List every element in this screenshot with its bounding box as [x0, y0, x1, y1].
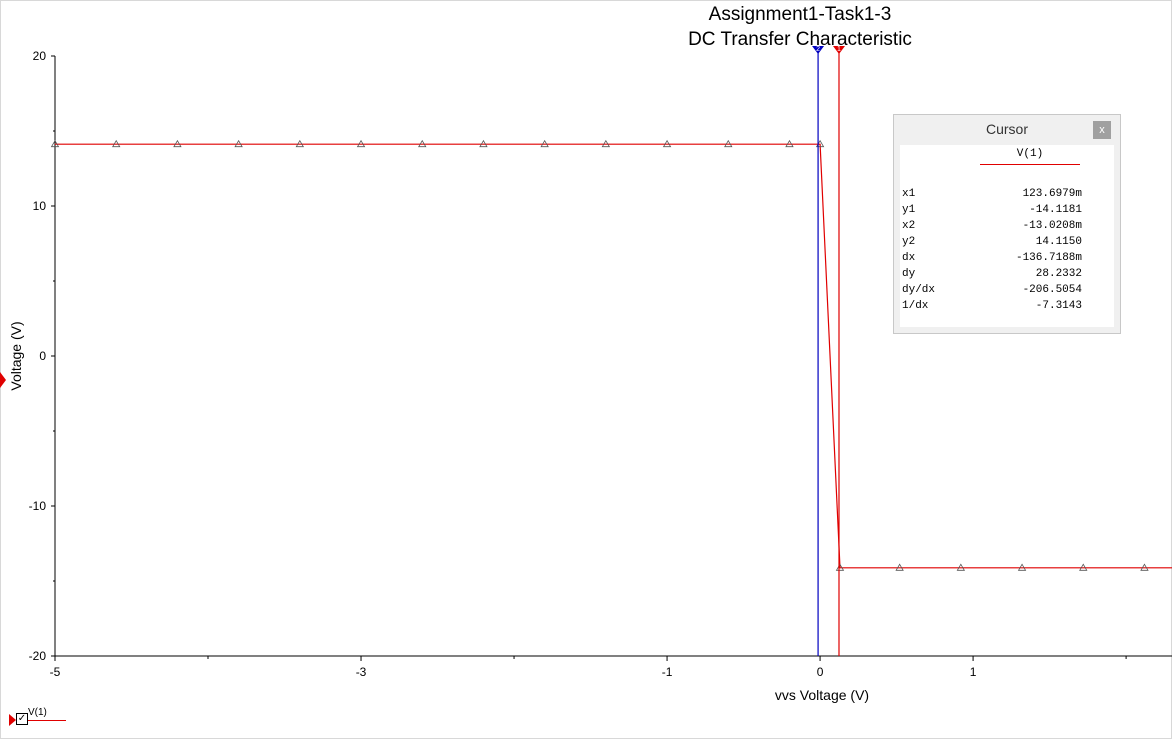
cursor-row-key: dy/dx: [902, 284, 936, 296]
y-tick-label: 20: [33, 49, 47, 63]
cursor-handle-label: 1: [837, 46, 841, 53]
cursor-row-key: 1/dx: [902, 300, 929, 312]
data-point-marker: [1079, 563, 1088, 571]
data-point-marker: [50, 139, 60, 148]
data-point-marker: [173, 139, 182, 148]
data-point-marker: [1140, 563, 1149, 571]
chart-title: Assignment1-Task1-3: [708, 4, 892, 25]
cursor-row-key: x1: [902, 188, 916, 200]
cursor-row-key: y1: [902, 204, 916, 216]
cursor-panel[interactable]: Cursor x V(1) x1 123.6979m y1 -14.1181 x2 -…: [893, 114, 1121, 334]
cursor-row: dy 28.2332: [902, 266, 1082, 282]
cursor-handle-1: [832, 46, 845, 54]
close-icon[interactable]: x: [1093, 121, 1111, 139]
cursor-row-value: -136.7188m: [1015, 252, 1082, 264]
cursor-row: y2 14.1150: [902, 234, 1082, 250]
y-tick-label: -20: [29, 649, 47, 663]
data-point-marker: [295, 139, 305, 148]
data-point-marker: [479, 139, 488, 148]
cursor-handle-2: [812, 46, 825, 54]
y-axis-label: Voltage (V): [8, 321, 24, 390]
data-point-marker: [356, 139, 366, 148]
x-tick-label: 0: [817, 665, 824, 679]
cursor-row-key: y2: [902, 236, 916, 248]
cursor-row: y1 -14.1181: [902, 202, 1082, 218]
cursor-row-key: dy: [902, 268, 916, 280]
cursor-row-value: -13.0208m: [1022, 220, 1082, 232]
cursor-readout-table: x1 123.6979m y1 -14.1181 x2 -13.0208m y2 14.…: [902, 186, 1082, 314]
x-tick-label: -3: [356, 665, 367, 679]
cursor-panel-body: V(1) x1 123.6979m y1 -14.1181 x2 -13.0208m …: [900, 145, 1114, 327]
cursor-row: x2 -13.0208m: [902, 218, 1082, 234]
chart-subtitle: DC Transfer Characteristic: [688, 29, 912, 50]
data-point-marker: [112, 139, 121, 148]
data-point-marker: [234, 139, 243, 148]
cursor-row: x1 123.6979m: [902, 186, 1082, 202]
data-point-marker: [540, 139, 549, 148]
data-point-marker: [662, 139, 672, 148]
y-tick-label: 10: [33, 199, 47, 213]
cursor-series-swatch: [980, 164, 1080, 165]
legend-marker-icon: [9, 714, 16, 726]
cursor-row: dx -136.7188m: [902, 250, 1082, 266]
legend-checkbox[interactable]: ✓: [16, 713, 28, 725]
cursor-row-value: 14.1150: [1035, 236, 1082, 248]
legend: ✓ V(1): [9, 707, 89, 732]
y-tick-label: 0: [39, 349, 46, 363]
cursor-handle-label: 2: [816, 46, 820, 53]
cursor-series-label: V(1): [1016, 148, 1044, 160]
x-tick-label: -1: [662, 665, 673, 679]
cursor-row-value: -206.5054: [1022, 284, 1082, 296]
legend-swatch: [28, 720, 66, 721]
cursor-row-key: x2: [902, 220, 916, 232]
x-tick-label: 1: [970, 665, 977, 679]
cursor-row-value: -7.3143: [1035, 300, 1082, 312]
data-point-marker: [601, 139, 611, 148]
cursor-panel-title: Cursor: [985, 121, 1028, 137]
cursor-row: dy/dx -206.5054: [902, 282, 1082, 298]
cursor-row-value: 123.6979m: [1022, 188, 1082, 200]
data-point-marker: [418, 139, 427, 148]
series-line-v1: [55, 143, 1172, 569]
data-point-marker: [785, 139, 794, 148]
data-point-marker: [724, 139, 733, 148]
data-point-marker: [956, 563, 966, 571]
axis-marker-icon: [0, 372, 6, 388]
cursor-row: 1/dx -7.3143: [902, 298, 1082, 314]
legend-label: V(1): [28, 707, 47, 718]
data-point-marker: [1017, 563, 1027, 571]
cursor-row-value: 28.2332: [1035, 268, 1082, 280]
data-point-marker: [895, 563, 904, 571]
cursor-row-key: dx: [902, 252, 916, 264]
data-point-marker: [835, 563, 845, 571]
y-tick-label: -10: [29, 499, 47, 513]
x-axis-label: vvs Voltage (V): [775, 687, 869, 703]
x-tick-label: -5: [50, 665, 61, 679]
cursor-row-value: -14.1181: [1029, 204, 1082, 216]
